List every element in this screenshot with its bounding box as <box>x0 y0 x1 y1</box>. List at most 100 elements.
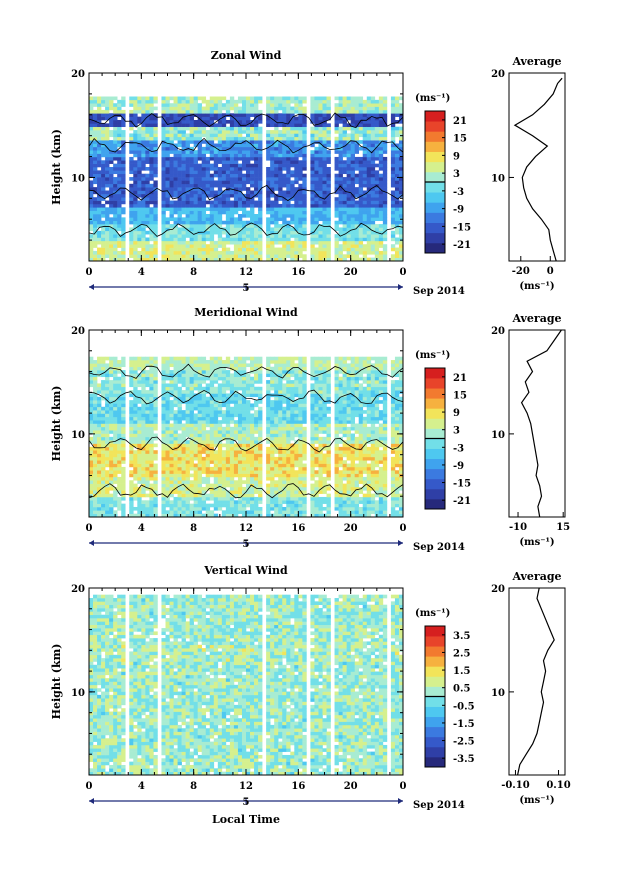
heatmap-cell <box>213 106 219 111</box>
heatmap-cell <box>362 234 368 238</box>
heatmap-cell <box>209 120 215 124</box>
heatmap-cell <box>229 214 235 218</box>
heatmap-cell <box>298 217 303 222</box>
heatmap-cell <box>193 490 198 494</box>
heatmap-cell <box>310 190 315 195</box>
heatmap-cell <box>225 373 231 378</box>
heatmap-cell <box>237 193 243 198</box>
heatmap-cell <box>237 247 243 252</box>
heatmap-cell <box>270 183 275 188</box>
heatmap-cell <box>205 373 211 378</box>
heatmap-cell <box>173 456 178 461</box>
heatmap-cell <box>382 116 388 121</box>
heatmap-cell <box>137 190 142 195</box>
heatmap-cell <box>209 423 215 428</box>
heatmap-cell <box>217 167 223 171</box>
heatmap-cell <box>362 120 368 124</box>
heatmap-cell <box>133 220 138 225</box>
heatmap-cell <box>189 126 194 131</box>
heatmap-cell <box>241 177 247 181</box>
heatmap-cell <box>101 244 106 248</box>
heatmap-cell <box>197 234 203 238</box>
heatmap-cell <box>282 220 287 225</box>
heatmap-cell <box>129 96 134 101</box>
heatmap-cell <box>370 197 376 201</box>
heatmap-cell <box>193 109 198 114</box>
heatmap-cell <box>233 493 239 498</box>
heatmap-cell <box>221 207 227 211</box>
heatmap-cell <box>101 140 106 144</box>
heatmap-cell <box>121 237 126 242</box>
heatmap-cell <box>233 244 239 248</box>
heatmap-cell <box>109 390 114 394</box>
heatmap-cell <box>229 224 235 228</box>
heatmap-cell <box>105 363 110 368</box>
heatmap-cell <box>177 376 182 381</box>
heatmap-cell <box>221 240 227 245</box>
heatmap-cell <box>129 123 134 128</box>
heatmap-cell <box>398 136 404 141</box>
heatmap-cell <box>133 257 138 262</box>
heatmap-cell <box>201 220 207 225</box>
heatmap-cell <box>117 486 122 491</box>
heatmap-cell <box>310 150 315 154</box>
heatmap-cell <box>370 224 376 228</box>
heatmap-cell <box>177 106 182 111</box>
heatmap-cell <box>338 143 343 148</box>
heatmap-cell <box>342 113 347 117</box>
heatmap-cell <box>177 140 182 144</box>
heatmap-cell <box>93 443 98 448</box>
heatmap-cell <box>338 193 343 198</box>
heatmap-cell <box>374 224 380 228</box>
heatmap-cell <box>326 153 331 158</box>
heatmap-cell <box>290 99 295 104</box>
heatmap-cell <box>294 160 299 164</box>
heatmap-cell <box>398 120 404 124</box>
heatmap-cell <box>213 430 219 434</box>
heatmap-cell <box>141 193 146 198</box>
heatmap-cell <box>221 496 227 501</box>
heatmap-cell <box>161 240 166 245</box>
average-x-tick-label: 0 <box>547 266 554 277</box>
heatmap-cell <box>290 116 295 121</box>
heatmap-cell <box>161 363 166 368</box>
heatmap-cell <box>101 406 106 411</box>
heatmap-cell <box>117 380 122 384</box>
heatmap-cell <box>193 237 198 242</box>
heatmap-cell <box>137 193 142 198</box>
heatmap-cell <box>398 173 404 178</box>
heatmap-cell <box>173 373 178 378</box>
heatmap-cell <box>89 160 94 164</box>
heatmap-cell <box>153 463 158 468</box>
heatmap-cell <box>254 217 259 222</box>
heatmap-cell <box>133 207 138 211</box>
heatmap-cell <box>266 244 271 248</box>
heatmap-cell <box>322 220 327 225</box>
heatmap-cell <box>302 96 307 101</box>
heatmap-cell <box>229 254 235 258</box>
heatmap-cell <box>205 146 211 151</box>
heatmap-cell <box>209 140 215 144</box>
heatmap-cell <box>394 167 400 171</box>
heatmap-cell <box>358 120 364 124</box>
heatmap-cell <box>189 217 194 222</box>
heatmap-cell <box>209 490 215 494</box>
heatmap-cell <box>101 463 106 468</box>
heatmap-cell <box>350 230 355 235</box>
heatmap-cell <box>109 476 114 481</box>
heatmap-cell <box>346 224 351 228</box>
heatmap-cell <box>209 133 215 138</box>
heatmap-cell <box>322 237 327 242</box>
heatmap-cell <box>109 160 114 164</box>
heatmap-cell <box>89 116 94 121</box>
heatmap-cell <box>161 490 166 494</box>
heatmap-cell <box>109 106 114 111</box>
heatmap-cell <box>322 180 327 185</box>
heatmap-cell <box>233 143 239 148</box>
heatmap-cell <box>225 393 231 398</box>
heatmap-cell <box>370 133 376 138</box>
heatmap-cell <box>113 163 118 168</box>
heatmap-cell <box>221 383 227 388</box>
heatmap-cell <box>374 113 380 117</box>
heatmap-cell <box>129 463 134 468</box>
